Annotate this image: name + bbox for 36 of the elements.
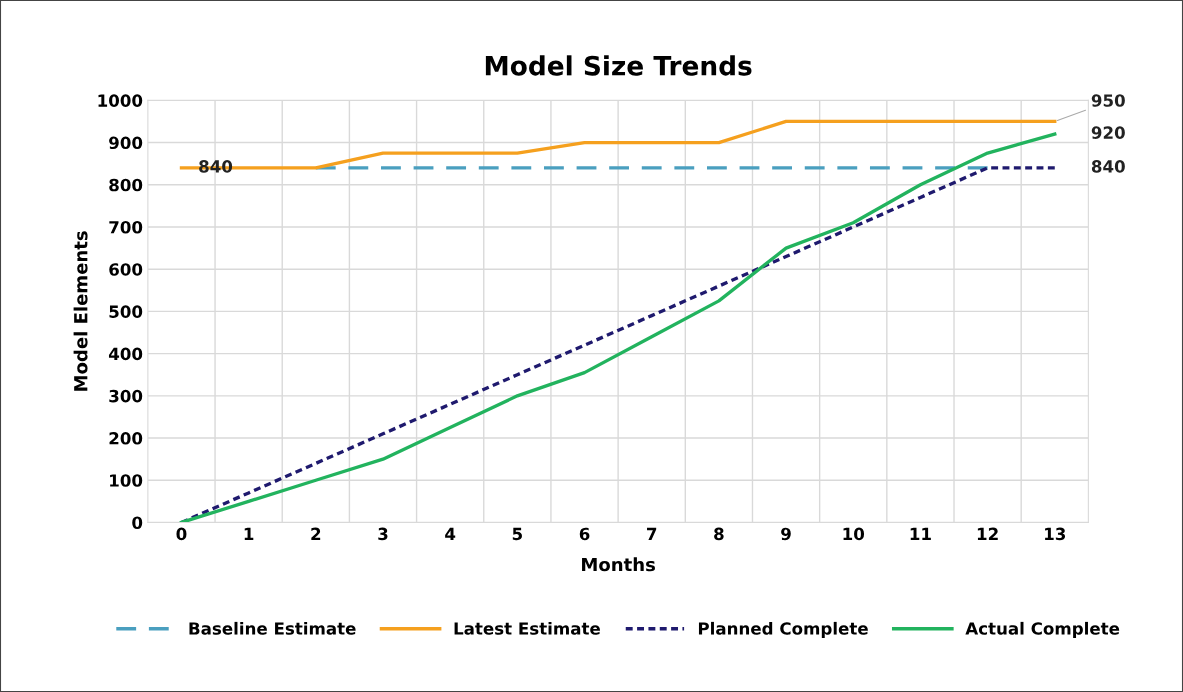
y-tick-label: 100: [110, 474, 143, 487]
x-tick-label: 5: [512, 527, 522, 541]
x-axis-title: Months: [582, 557, 655, 572]
legend-label: Actual Complete: [965, 621, 1120, 639]
x-tick-label: 4: [445, 527, 456, 540]
y-tick-label: 200: [109, 432, 143, 445]
annotation: 950: [1091, 94, 1125, 107]
x-tick-label: 12: [977, 527, 998, 540]
y-tick-label: 400: [108, 347, 143, 361]
y-tick-label: 700: [109, 220, 143, 234]
legend-label: Planned Complete: [698, 621, 868, 639]
annotation: 920: [1091, 126, 1125, 139]
x-tick-label: 3: [378, 527, 388, 541]
x-tick-label: 9: [781, 527, 791, 541]
y-tick-label: 900: [109, 136, 143, 150]
legend-label: Baseline Estimate: [189, 621, 356, 635]
legend-label: Latest Estimate: [454, 621, 600, 635]
x-tick-label: 10: [843, 527, 865, 541]
chart-title: Model Size Trends: [485, 55, 752, 76]
y-tick-label: 300: [109, 389, 143, 403]
y-tick-label: 0: [132, 516, 143, 530]
x-tick-label: 6: [579, 527, 590, 541]
x-tick-label: 1: [244, 527, 254, 540]
annotation: 840: [1091, 160, 1125, 173]
y-tick-label: 800: [109, 178, 143, 192]
y-tick-label: 600: [109, 263, 143, 276]
annotation: 840: [199, 160, 233, 173]
x-tick-label: 2: [311, 527, 321, 540]
x-tick-label: 13: [1045, 527, 1066, 541]
x-tick-label: 7: [647, 527, 657, 540]
x-tick-label: 0: [176, 527, 187, 541]
x-tick-label: 8: [714, 527, 724, 541]
y-tick-label: 1000: [98, 94, 143, 107]
y-axis-title: Model Elements: [73, 231, 88, 391]
y-tick-label: 500: [109, 305, 143, 318]
x-tick-label: 11: [910, 527, 931, 540]
